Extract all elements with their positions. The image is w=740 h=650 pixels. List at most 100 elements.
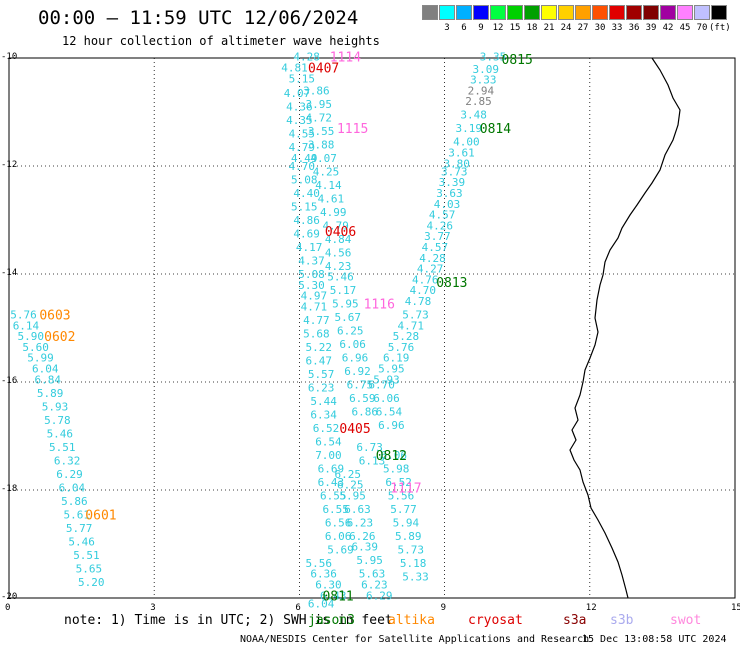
map-subtitle: 12 hour collection of altimeter wave hei… <box>62 34 380 48</box>
satellite-name: s3a <box>563 613 587 628</box>
wave-height-value: 4.77 <box>303 314 330 327</box>
wave-height-value: 6.06 <box>373 392 400 405</box>
y-tick-label: -12 <box>1 160 18 170</box>
wave-height-value: 6.54 <box>376 406 403 419</box>
wave-height-value: 6.25 <box>337 325 364 338</box>
wave-height-value: 3.39 <box>439 176 466 189</box>
y-tick-label: -18 <box>1 484 18 494</box>
wave-height-value: 6.04 <box>59 481 86 494</box>
pass-time-label: 0812 <box>376 449 407 464</box>
wave-height-value: 6.23 <box>308 381 335 394</box>
legend-label: 6 <box>461 23 467 33</box>
wave-height-value: 4.07 <box>284 87 311 100</box>
wave-height-value: 4.86 <box>293 214 320 227</box>
wave-height-value: 6.52 <box>385 476 412 489</box>
x-tick-label: 12 <box>585 603 597 613</box>
wave-height-value: 5.28 <box>393 330 420 343</box>
wave-height-value: 6.13 <box>359 454 386 467</box>
legend-label: 42 <box>662 23 674 33</box>
wave-height-value: 6.06 <box>325 530 352 543</box>
wave-height-value: 4.56 <box>325 246 352 259</box>
wave-height-value: 4.81 <box>281 62 308 75</box>
map-frame <box>8 57 736 599</box>
wave-height-value: 6.19 <box>383 352 410 365</box>
wave-height-value: 5.46 <box>327 271 354 284</box>
wave-height-value: 6.92 <box>344 365 371 378</box>
legend-swatch <box>473 5 489 20</box>
wave-height-value: 5.08 <box>298 268 325 281</box>
wave-height-value: 4.79 <box>289 141 316 154</box>
satellite-name: cryosat <box>468 613 523 628</box>
legend-label: 39 <box>645 23 657 33</box>
legend-label: 30 <box>594 23 606 33</box>
wave-height-value: 4.71 <box>397 319 424 332</box>
wave-height-value: 6.30 <box>315 579 342 592</box>
pass-time-label: 0603 <box>39 309 70 324</box>
wave-height-value: 5.15 <box>289 73 316 86</box>
legend-swatch <box>660 5 676 20</box>
legend-label: 15 <box>509 23 521 33</box>
wave-height-value: 4.40 <box>293 187 320 200</box>
coastline <box>569 57 681 599</box>
legend-swatch <box>524 5 540 20</box>
wave-height-value: 5.56 <box>388 489 415 502</box>
wave-height-value: 3.35 <box>480 50 507 63</box>
x-tick-label: 3 <box>150 603 156 613</box>
satellite-name: swot <box>670 613 702 628</box>
wave-height-value: 6.69 <box>318 462 345 475</box>
legend-label: 12 <box>492 23 504 33</box>
wave-height-value: 4.70 <box>289 160 316 173</box>
wave-height-value: 5.86 <box>61 495 88 508</box>
y-tick-label: -16 <box>1 376 18 386</box>
wave-height-value: 3.19 <box>456 122 483 135</box>
legend-label: 33 <box>611 23 623 33</box>
wave-height-value: 7.00 <box>315 449 342 462</box>
wave-height-value: 3.77 <box>424 230 451 243</box>
wave-height-value: 5.46 <box>47 427 74 440</box>
wave-height-value: 3.80 <box>443 157 470 170</box>
wave-height-value: 5.95 <box>332 298 359 311</box>
legend-label: 70 <box>696 23 708 33</box>
map-grid <box>9 58 735 598</box>
y-tick-label: -10 <box>1 52 18 62</box>
wave-height-value: 4.28 <box>293 50 320 63</box>
wave-height-value: 5.33 <box>402 570 429 583</box>
legend-swatch <box>422 5 438 20</box>
pass-time-label: 1116 <box>364 298 395 313</box>
wave-height-value: 4.84 <box>325 233 352 246</box>
wave-height-value: 6.54 <box>315 435 342 448</box>
wave-height-value: 5.51 <box>73 549 100 562</box>
wave-height-value: 4.07 <box>310 152 337 165</box>
x-tick-label: 15 <box>731 603 740 613</box>
x-tick-label: 0 <box>5 603 11 613</box>
wave-height-value: 6.26 <box>349 530 376 543</box>
wave-height-value: 5.76 <box>388 341 415 354</box>
x-tick-label: 6 <box>295 603 301 613</box>
wave-height-value: 4.71 <box>301 300 328 313</box>
wave-height-value: 5.73 <box>402 309 429 322</box>
wave-height-value: 5.69 <box>327 543 354 556</box>
legend-swatch <box>439 5 455 20</box>
wave-height-value: 4.78 <box>405 295 432 308</box>
wave-height-value: 5.77 <box>390 503 417 516</box>
wave-height-value: 5.65 <box>76 562 103 575</box>
legend-label: 36 <box>628 23 640 33</box>
wave-height-value: 4.70 <box>410 284 437 297</box>
wave-height-value: 5.95 <box>378 363 405 376</box>
pass-time-label: 0406 <box>325 225 356 240</box>
wave-height-value: 6.06 <box>339 338 366 351</box>
legend-swatch <box>711 5 727 20</box>
wave-height-value: 3.88 <box>308 138 335 151</box>
wave-height-value: 5.98 <box>383 462 410 475</box>
pass-time-label: 0814 <box>480 122 511 137</box>
wave-height-value: 5.76 <box>10 309 37 322</box>
wave-height-value: 6.39 <box>351 541 378 554</box>
wave-height-value: 5.46 <box>68 535 95 548</box>
wave-height-value: 5.56 <box>306 557 333 570</box>
wave-height-value: 4.14 <box>315 179 342 192</box>
legend-label: 18 <box>526 23 538 33</box>
wave-height-value: 6.25 <box>337 479 364 492</box>
wave-height-value: 4.36 <box>286 101 313 114</box>
wave-height-value: 5.20 <box>78 576 105 589</box>
wave-height-value: 5.08 <box>291 174 318 187</box>
